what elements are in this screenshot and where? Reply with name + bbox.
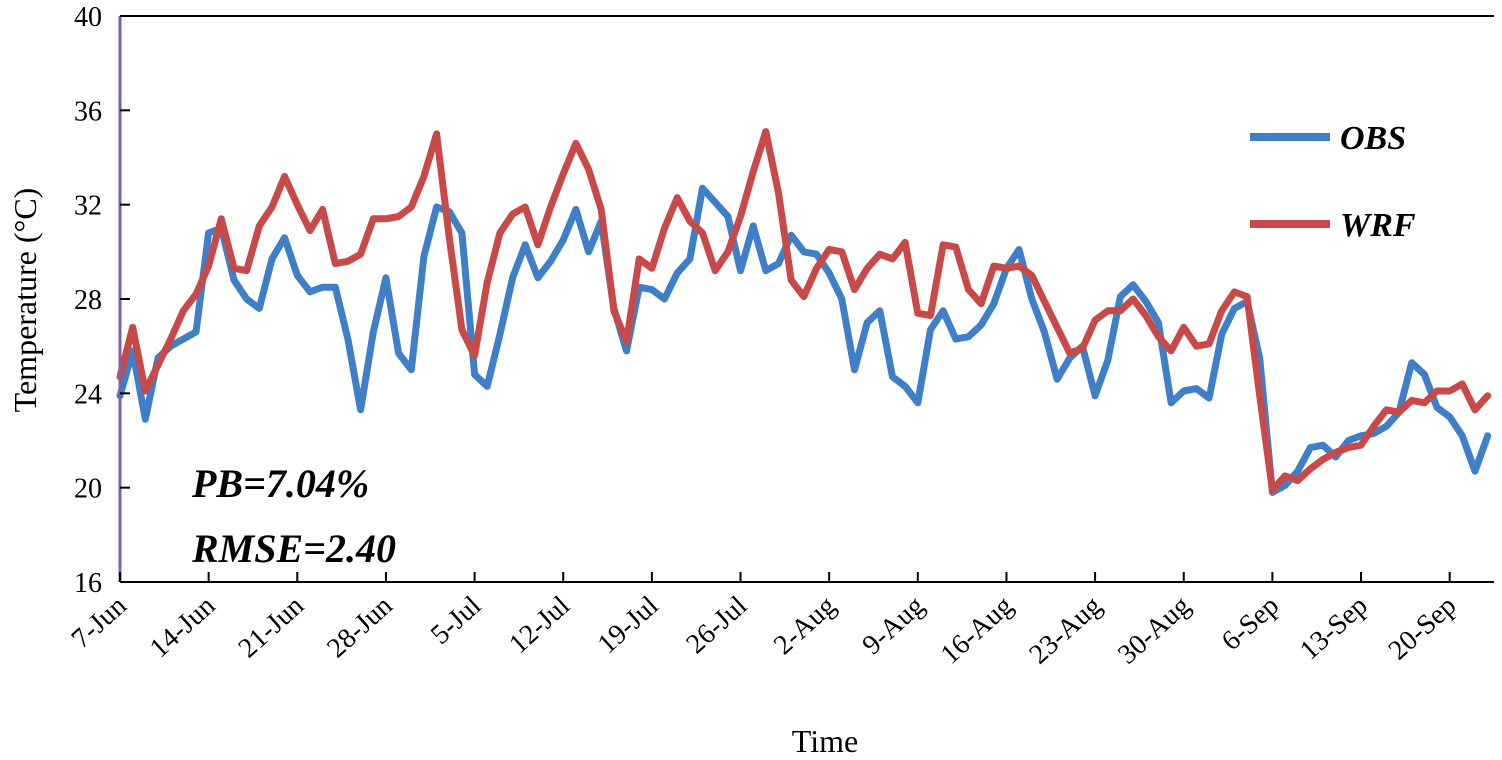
- x-tick-label: 30-Aug: [1112, 590, 1196, 670]
- y-tick-label: 28: [74, 285, 102, 316]
- x-axis-ticks: 7-Jun 14-Jun 21-Jun 28-Jun 5-Jul 12-Jul 19-Jul…: [66, 572, 1463, 670]
- x-tick-label: 14-Jun: [144, 590, 221, 664]
- x-axis-title: Time: [792, 723, 858, 759]
- y-tick-label: 36: [74, 96, 102, 127]
- x-tick-label: 16-Aug: [935, 590, 1019, 670]
- annotation-rmse: RMSE=2.40: [191, 526, 396, 571]
- x-tick-label: 13-Sep: [1294, 590, 1374, 666]
- legend-label-obs: OBS: [1340, 120, 1406, 157]
- x-tick-label: 12-Jul: [503, 590, 576, 660]
- x-tick-label: 9-Aug: [857, 590, 931, 661]
- annotation-pb: PB=7.04%: [191, 461, 369, 506]
- x-tick-label: 19-Jul: [592, 590, 665, 660]
- y-axis-ticks: 16 20 24 28 32 36 40: [74, 2, 130, 599]
- y-tick-label: 24: [74, 379, 102, 410]
- y-tick-label: 16: [74, 568, 102, 599]
- legend: OBS WRF: [1250, 120, 1416, 244]
- y-tick-label: 40: [74, 2, 102, 33]
- x-tick-label: 28-Jun: [321, 590, 398, 664]
- series-lines: [116, 128, 1492, 496]
- y-tick-label: 20: [74, 474, 102, 505]
- y-axis-title: Temperature (°C): [7, 188, 43, 413]
- x-tick-label: 5-Jul: [425, 590, 488, 651]
- x-tick-label: 2-Aug: [768, 590, 842, 661]
- x-tick-label: 23-Aug: [1023, 590, 1107, 670]
- x-tick-label: 26-Jul: [680, 590, 753, 660]
- x-tick-label: 21-Jun: [233, 590, 310, 664]
- x-tick-label: 7-Jun: [66, 590, 133, 655]
- legend-label-wrf: WRF: [1340, 207, 1416, 244]
- y-tick-label: 32: [74, 191, 102, 222]
- series-line-obs: [116, 184, 1492, 496]
- x-tick-label: 20-Sep: [1383, 590, 1463, 666]
- series-line-wrf: [116, 128, 1492, 494]
- x-tick-label: 6-Sep: [1216, 590, 1285, 657]
